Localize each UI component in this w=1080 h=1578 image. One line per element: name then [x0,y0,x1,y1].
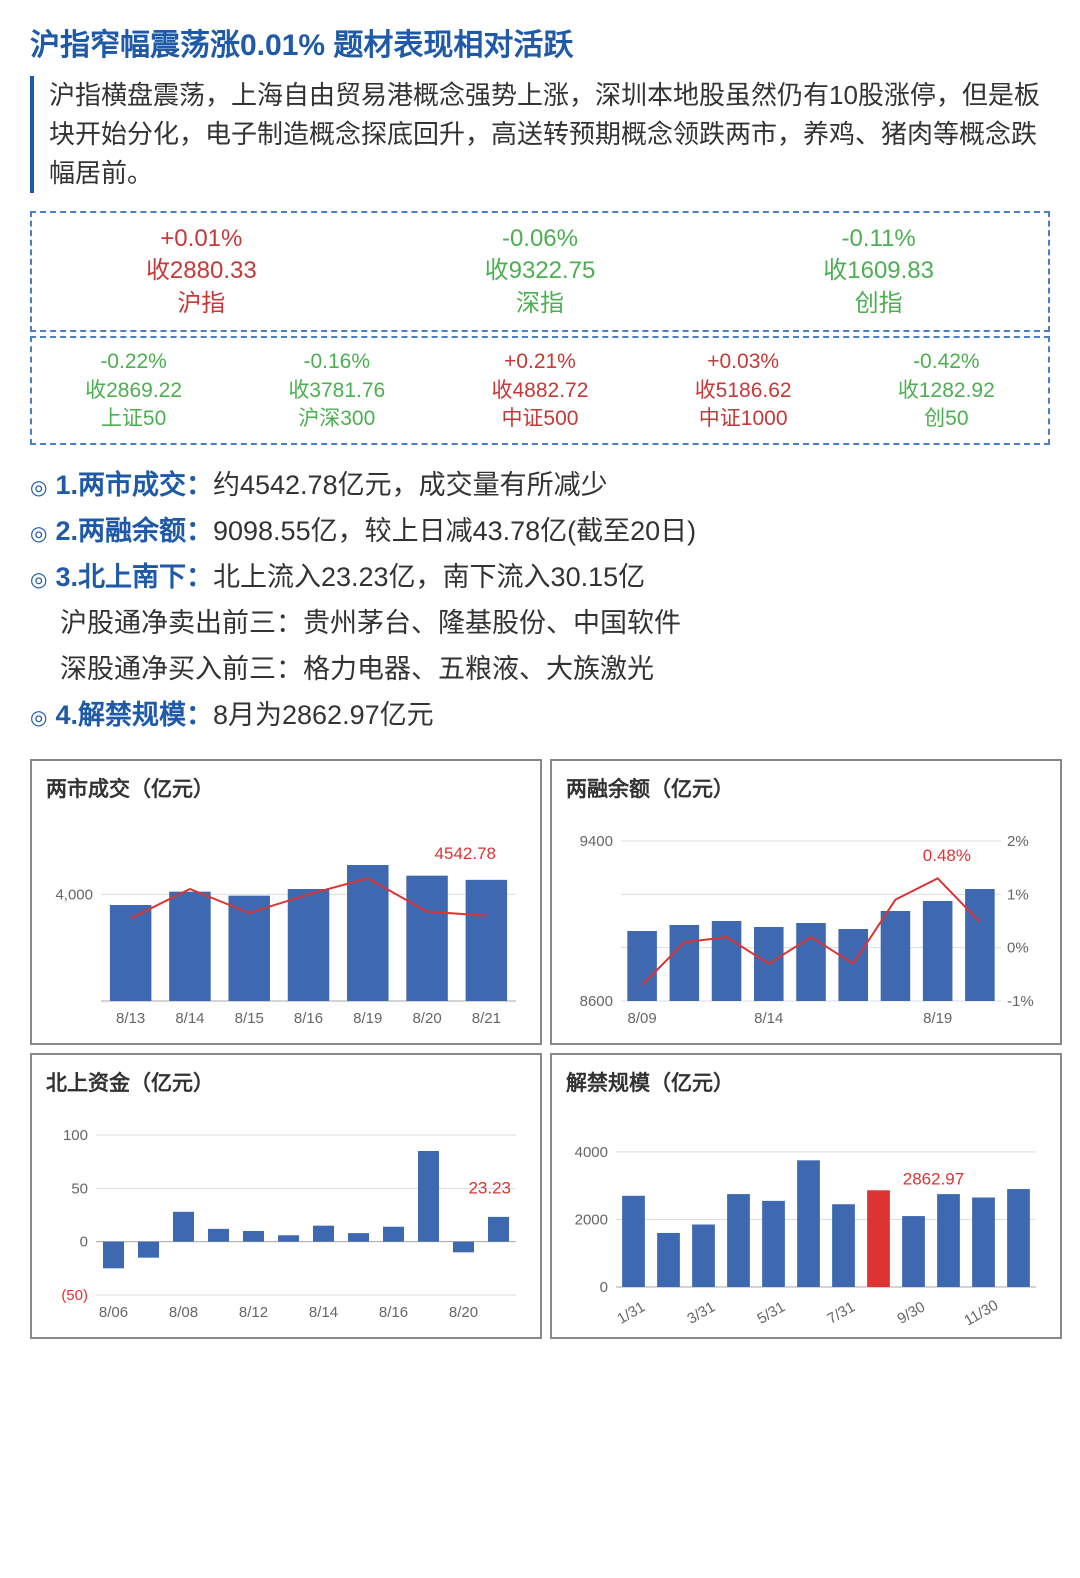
svg-text:8/20: 8/20 [412,1010,441,1027]
bullet-row: ◎2.两融余额：9098.55亿，较上日减43.78亿(截至20日) [30,509,1050,555]
chart3-panel: 北上资金（亿元） (50) 0 50 100 8/06 8/08 8/12 8/14 8/16 8… [30,1053,542,1339]
svg-text:8600: 8600 [580,993,613,1010]
svg-text:9/30: 9/30 [894,1298,928,1325]
svg-text:8/14: 8/14 [175,1010,204,1027]
svg-text:100: 100 [63,1127,88,1144]
bullets-section: ◎1.两市成交：约4542.78亿元，成交量有所减少◎2.两融余额：9098.5… [30,463,1050,738]
bullet-row: ◎1.两市成交：约4542.78亿元，成交量有所减少 [30,463,1050,509]
svg-text:0: 0 [80,1233,88,1250]
svg-text:8/15: 8/15 [235,1010,264,1027]
index-中证500: +0.21%收4882.72中证500 [492,348,589,433]
svg-text:4000: 4000 [575,1143,608,1160]
index-创50: -0.42%收1282.92创50 [898,348,995,433]
page-title: 沪指窄幅震荡涨0.01% 题材表现相对活跃 [30,20,1050,64]
svg-text:4,000: 4,000 [55,886,93,903]
svg-text:4542.78: 4542.78 [435,844,496,863]
svg-text:11/30: 11/30 [961,1296,1001,1324]
svg-text:3/31: 3/31 [684,1298,718,1325]
svg-text:0%: 0% [1007,939,1029,956]
svg-text:2000: 2000 [575,1211,608,1228]
svg-text:1/31: 1/31 [614,1298,648,1325]
svg-text:-1%: -1% [1007,993,1034,1010]
index-上证50: -0.22%收2869.22上证50 [85,348,182,433]
chart1-title: 两市成交（亿元） [46,773,526,803]
svg-text:8/14: 8/14 [309,1304,338,1321]
index-中证1000: +0.03%收5186.62中证1000 [695,348,792,433]
svg-text:8/12: 8/12 [239,1304,268,1321]
chart1-panel: 两市成交（亿元） 4,000 8/13 8/14 8/15 8/16 8/19 8/20 8/… [30,759,542,1045]
svg-text:(50): (50) [61,1287,88,1304]
charts-grid: 两市成交（亿元） 4,000 8/13 8/14 8/15 8/16 8/19 8/20 8/… [30,759,1050,1339]
svg-text:8/06: 8/06 [99,1304,128,1321]
svg-text:9400: 9400 [580,833,613,850]
index-深指: -0.06%收9322.75深指 [485,223,596,320]
chart2-title: 两融余额（亿元） [566,773,1046,803]
svg-text:8/19: 8/19 [923,1010,952,1027]
text-line: 沪股通净卖出前三：贵州茅台、隆基股份、中国软件 [60,601,1050,647]
chart3-svg: (50) 0 50 100 8/06 8/08 8/12 8/14 8/16 8/20 23.23 [46,1125,526,1325]
svg-text:8/20: 8/20 [449,1304,478,1321]
index-沪深300: -0.16%收3781.76沪深300 [288,348,385,433]
bottom-indices-box: -0.22%收2869.22上证50 -0.16%收3781.76沪深300 +0.… [30,336,1050,445]
chart1-svg: 4,000 8/13 8/14 8/15 8/16 8/19 8/20 8/21 4542.78 [46,831,526,1031]
index-创指: -0.11%收1609.83创指 [823,223,934,320]
text-line: 深股通净买入前三：格力电器、五粮液、大族激光 [60,647,1050,693]
chart4-title: 解禁规模（亿元） [566,1067,1046,1097]
svg-text:1%: 1% [1007,886,1029,903]
chart4-panel: 解禁规模（亿元） 0 2000 4000 1/31 3/31 5/31 7/31 9/30 11… [550,1053,1062,1339]
chart2-svg: 8600 9400 -1% 0% 1% 2% 8/09 8/14 8/19 0.48% [566,831,1046,1031]
svg-text:8/14: 8/14 [754,1010,783,1027]
svg-text:8/21: 8/21 [472,1010,501,1027]
svg-text:8/16: 8/16 [294,1010,323,1027]
svg-text:23.23: 23.23 [468,1178,511,1197]
svg-text:8/19: 8/19 [353,1010,382,1027]
chart4-svg: 0 2000 4000 1/31 3/31 5/31 7/31 9/30 11/30 2862.9… [566,1125,1046,1325]
index-沪指: +0.01%收2880.33沪指 [146,223,257,320]
svg-text:2862.97: 2862.97 [903,1169,964,1188]
svg-text:8/09: 8/09 [628,1010,657,1027]
svg-text:50: 50 [71,1180,88,1197]
svg-text:0: 0 [600,1279,608,1296]
svg-text:5/31: 5/31 [754,1298,788,1325]
chart2-panel: 两融余额（亿元） 8600 9400 -1% 0% 1% 2% 8/09 8/14 8/19 0.… [550,759,1062,1045]
bullet-row: ◎4.解禁规模：8月为2862.97亿元 [30,693,1050,739]
svg-text:8/16: 8/16 [379,1304,408,1321]
subtitle: 沪指横盘震荡，上海自由贸易港概念强势上涨，深圳本地股虽然仍有10股涨停，但是板块… [30,76,1050,193]
svg-text:8/13: 8/13 [116,1010,145,1027]
svg-text:8/08: 8/08 [169,1304,198,1321]
svg-text:7/31: 7/31 [824,1298,858,1325]
svg-text:0.48%: 0.48% [923,846,971,865]
chart3-title: 北上资金（亿元） [46,1067,526,1097]
top-indices-box: +0.01%收2880.33沪指 -0.06%收9322.75深指 -0.11%收1… [30,211,1050,332]
svg-text:2%: 2% [1007,833,1029,850]
bullet-row: ◎3.北上南下：北上流入23.23亿，南下流入30.15亿 [30,555,1050,601]
